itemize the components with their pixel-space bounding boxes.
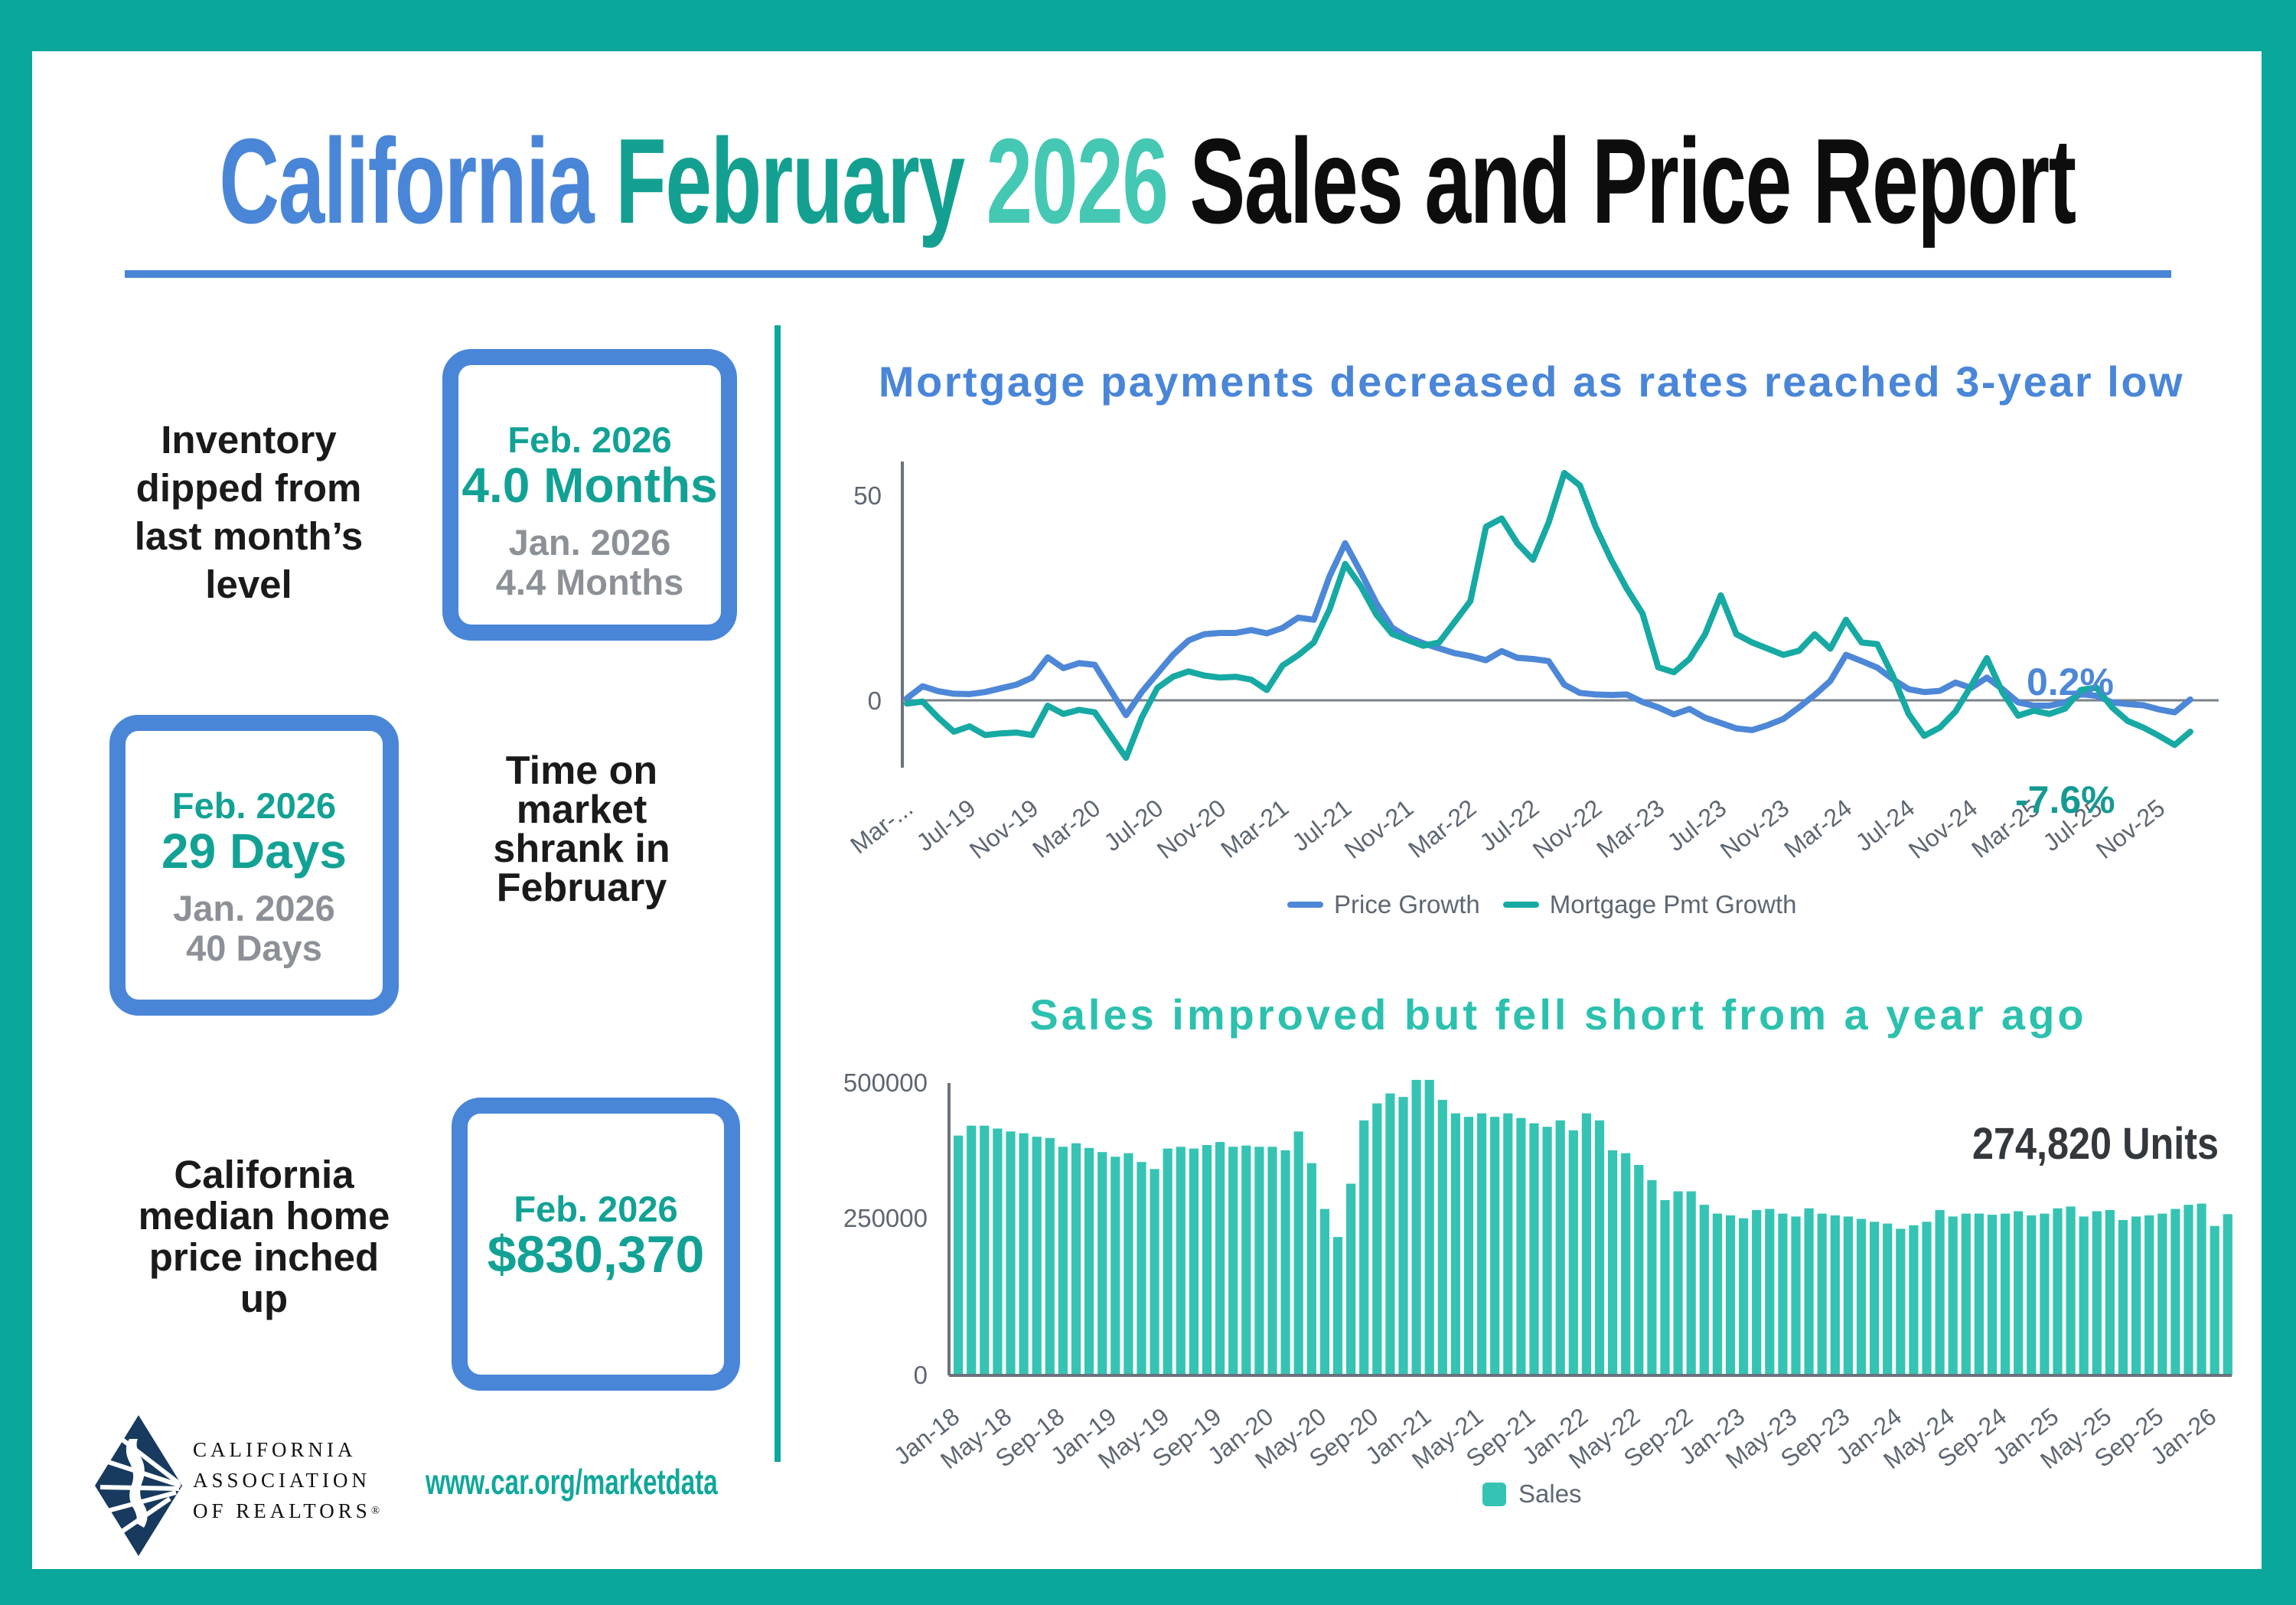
svg-text:0: 0 bbox=[868, 687, 882, 715]
svg-text:Mar-24: Mar-24 bbox=[1779, 794, 1857, 863]
svg-text:Nov-24: Nov-24 bbox=[1903, 794, 1982, 864]
svg-text:0: 0 bbox=[914, 1361, 928, 1389]
svg-text:Mar-...: Mar-... bbox=[845, 794, 918, 859]
svg-text:0.2%: 0.2% bbox=[2027, 661, 2114, 703]
svg-text:Nov-21: Nov-21 bbox=[1339, 794, 1418, 864]
svg-text:274,820 Units: 274,820 Units bbox=[1972, 1119, 2219, 1169]
svg-text:Nov-23: Nov-23 bbox=[1715, 794, 1794, 864]
svg-text:Mar-22: Mar-22 bbox=[1403, 794, 1481, 863]
svg-text:Nov-20: Nov-20 bbox=[1152, 794, 1231, 864]
svg-text:-7.6%: -7.6% bbox=[2015, 778, 2115, 821]
svg-text:Nov-22: Nov-22 bbox=[1528, 794, 1606, 864]
svg-text:Mar-23: Mar-23 bbox=[1591, 794, 1669, 863]
svg-text:50: 50 bbox=[853, 481, 882, 510]
svg-text:250000: 250000 bbox=[843, 1204, 928, 1232]
svg-text:Nov-19: Nov-19 bbox=[964, 794, 1043, 864]
svg-text:Mar-20: Mar-20 bbox=[1027, 794, 1105, 863]
svg-text:500000: 500000 bbox=[843, 1068, 928, 1097]
svg-text:Mar-21: Mar-21 bbox=[1215, 794, 1293, 863]
